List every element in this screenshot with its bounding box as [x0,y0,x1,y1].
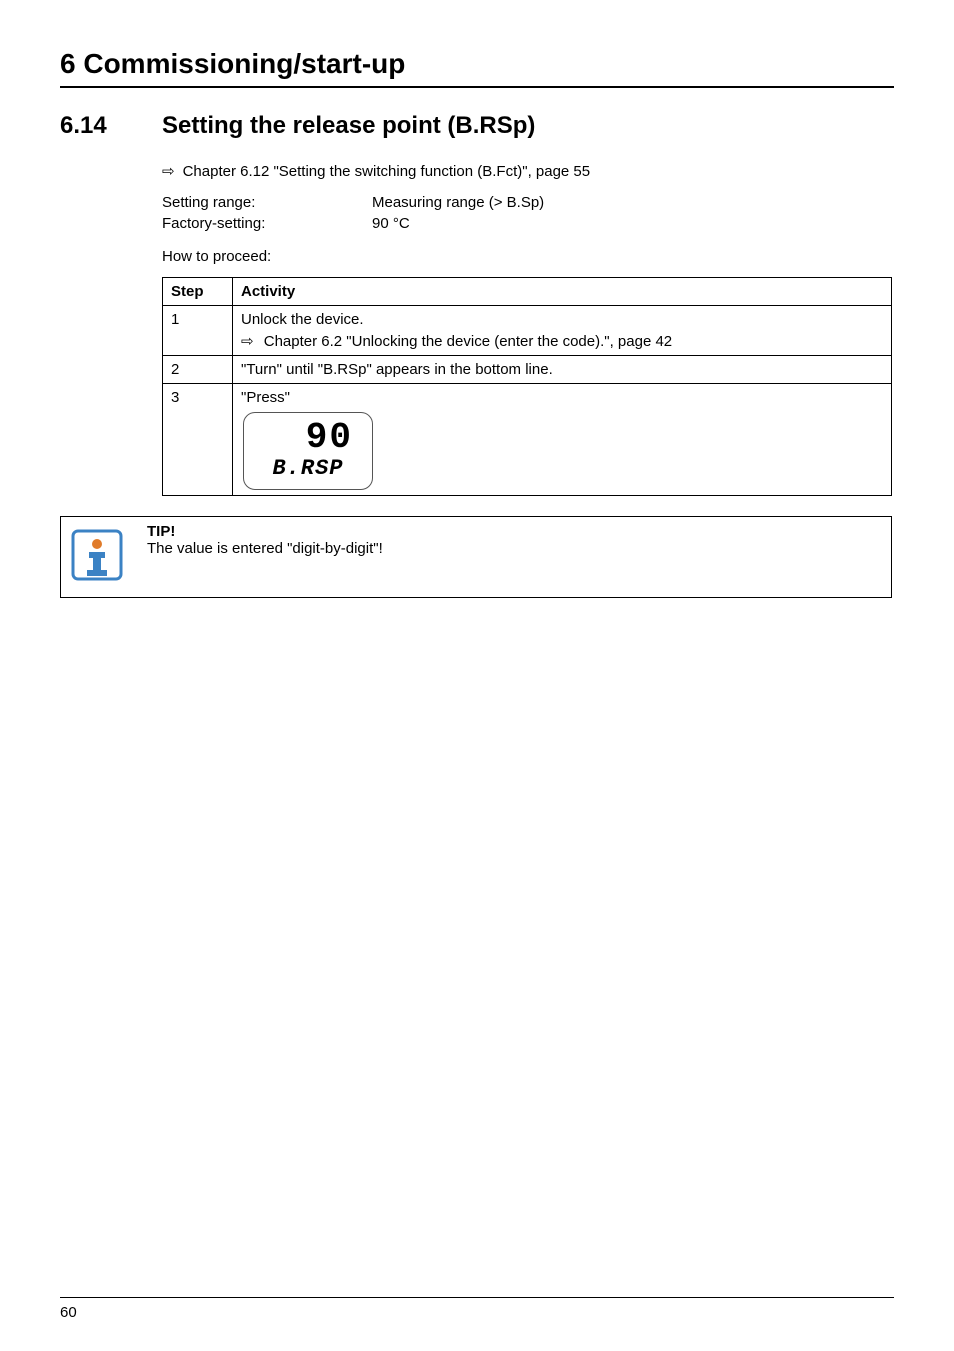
lcd-param: B.RSP [272,458,343,480]
activity-text: "Press" [241,389,883,406]
table-header-row: Step Activity [163,278,892,306]
step-cell: 3 [163,384,233,496]
factory-setting-label: Factory-setting: [162,215,372,232]
tip-content: TIP! The value is entered "digit-by-digi… [147,523,383,583]
table-row: 2 "Turn" until "B.RSp" appears in the bo… [163,356,892,384]
setting-range-label: Setting range: [162,194,372,211]
cross-reference-text: Chapter 6.12 "Setting the switching func… [183,163,591,180]
section-heading-row: 6.14 Setting the release point (B.RSp) [60,112,894,140]
tip-heading: TIP! [147,523,175,540]
section-number: 6.14 [60,112,162,140]
settings-table: Setting range: Measuring range (> B.Sp) … [162,194,894,232]
table-row: 1 Unlock the device. ⇨ Chapter 6.2 "Unlo… [163,306,892,356]
arrow-right-icon: ⇨ [241,332,254,350]
step-cell: 2 [163,356,233,384]
info-icon [69,527,125,583]
step-cell: 1 [163,306,233,356]
steps-table: Step Activity 1 Unlock the device. ⇨ Cha… [162,277,892,496]
tip-icon-cell [69,523,147,583]
activity-cell: Unlock the device. ⇨ Chapter 6.2 "Unlock… [233,306,892,356]
factory-setting-row: Factory-setting: 90 °C [162,215,894,232]
chapter-title: 6 Commissioning/start-up [60,48,894,88]
setting-range-value: Measuring range (> B.Sp) [372,194,544,211]
how-to-proceed: How to proceed: [162,248,894,265]
table-row: 3 "Press" 90 B.RSP [163,384,892,496]
page-number: 60 [60,1304,77,1321]
activity-cell: "Turn" until "B.RSp" appears in the bott… [233,356,892,384]
activity-cell: "Press" 90 B.RSP [233,384,892,496]
activity-text: Unlock the device. [241,311,883,328]
header-activity: Activity [233,278,892,306]
section-title: Setting the release point (B.RSp) [162,112,535,140]
tip-box: TIP! The value is entered "digit-by-digi… [60,516,892,598]
header-step: Step [163,278,233,306]
activity-xref: Chapter 6.2 "Unlocking the device (enter… [264,333,672,350]
setting-range-row: Setting range: Measuring range (> B.Sp) [162,194,894,211]
tip-body: The value is entered "digit-by-digit"! [147,540,383,557]
arrow-right-icon: ⇨ [162,162,175,180]
page-footer: 60 [60,1297,894,1321]
factory-setting-value: 90 °C [372,215,410,232]
lcd-value: 90 [263,420,353,456]
cross-reference: ⇨ Chapter 6.12 "Setting the switching fu… [162,162,894,180]
lcd-display: 90 B.RSP [243,412,373,490]
